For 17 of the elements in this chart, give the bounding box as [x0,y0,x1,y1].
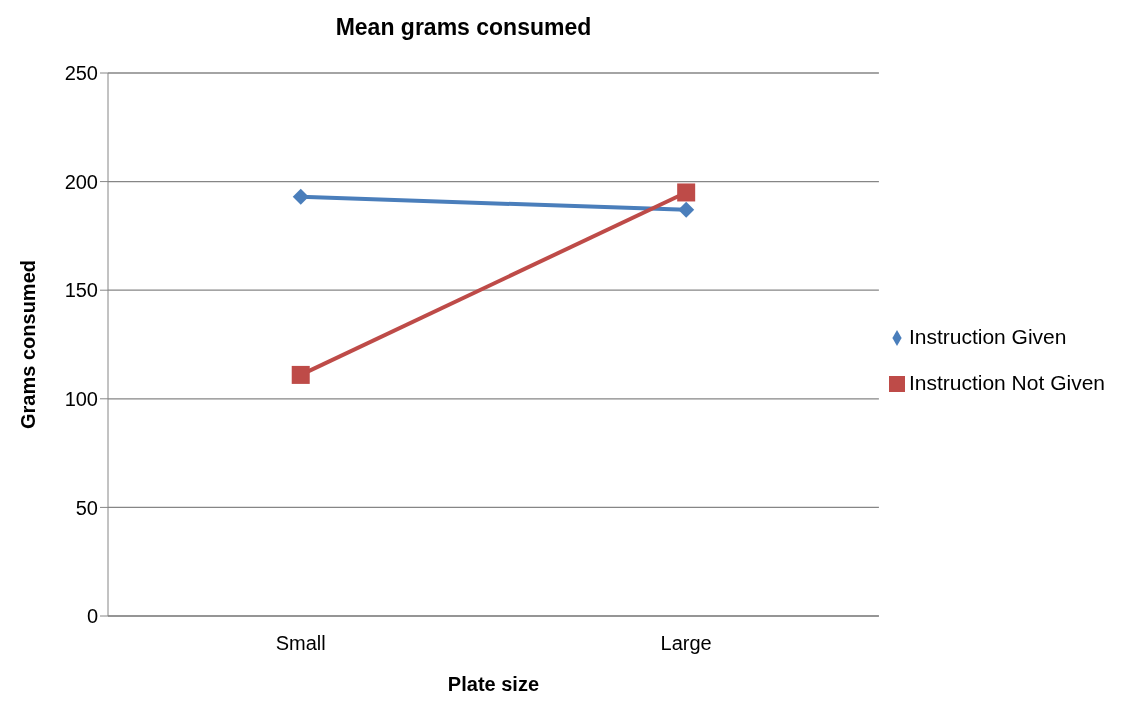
point [292,188,309,205]
y-axis-title: Grams consumed [17,260,40,429]
y-tick-label: 50 [75,496,98,519]
point [291,365,310,384]
legend-label: Instruction Not Given [908,370,1105,394]
y-tick-label: 150 [64,279,98,302]
y-tick-label: 250 [64,62,98,85]
x-tick-label: Small [275,632,326,655]
point [678,201,695,218]
point [677,183,696,202]
y-tick-label: 0 [86,605,98,628]
x-axis-title: Plate size [447,673,540,695]
y-tick-label: 100 [64,387,98,410]
legend-label: Instruction Given [908,324,1067,348]
y-tick-label: 200 [64,170,98,193]
chart-title: Mean grams consumed [334,14,593,41]
x-tick-label: Large [660,632,712,655]
